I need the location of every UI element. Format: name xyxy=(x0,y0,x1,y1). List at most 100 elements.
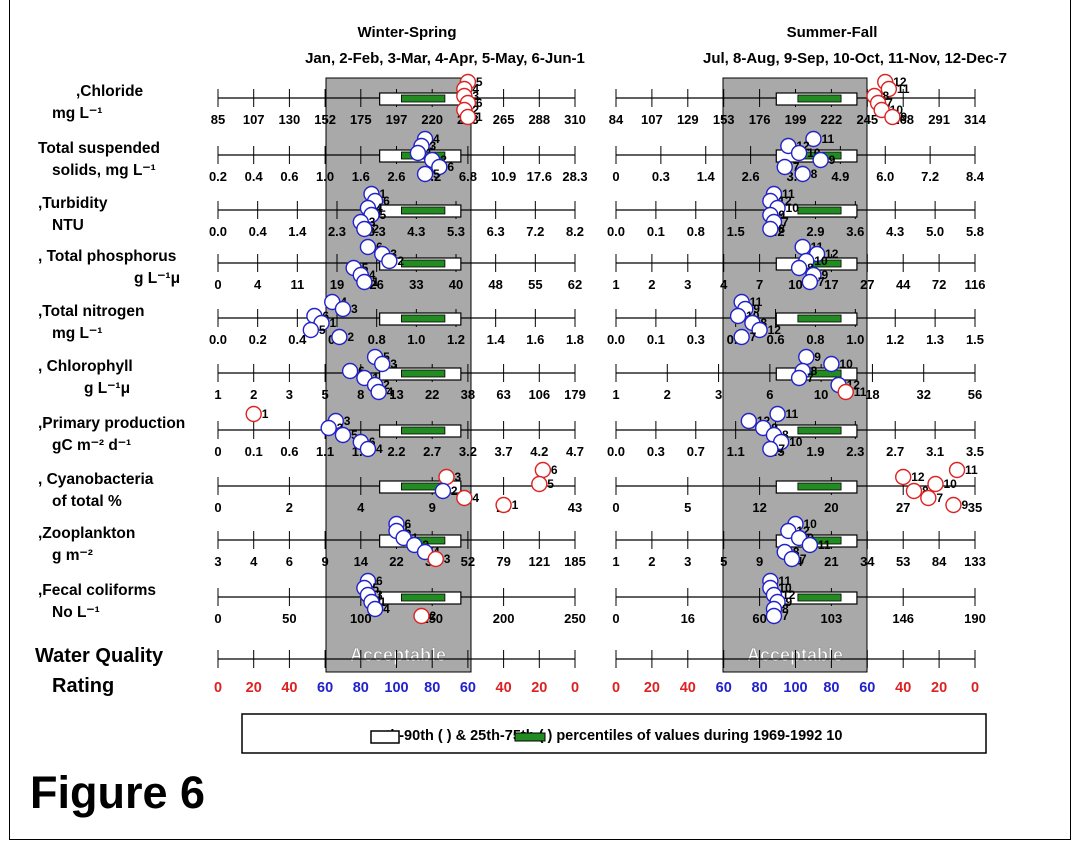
header-right: Summer-Fall Jul, 8-Aug, 9-Sep, 10-Oct, 1… xyxy=(703,24,1007,67)
month-number: 10 xyxy=(778,581,792,595)
month-marker-5 xyxy=(531,475,548,493)
month-number: 8 xyxy=(782,428,789,442)
tick-label: 13 xyxy=(389,387,403,402)
tick-label: 0.6 xyxy=(280,169,298,184)
tick-label: 2 xyxy=(648,277,655,292)
month-marker-7 xyxy=(920,489,937,507)
left-season-title: Winter-Spring xyxy=(357,24,456,41)
tick-label: 9 xyxy=(429,500,436,515)
month-number: 1 xyxy=(330,316,337,330)
tick-label: 16 xyxy=(681,611,695,626)
tick-label: 291 xyxy=(928,112,950,127)
month-number: 7 xyxy=(807,371,814,385)
tick-label: 32 xyxy=(916,387,930,402)
month-marker-9 xyxy=(945,496,962,514)
rating-tick-label: 80 xyxy=(752,680,768,696)
tick-label: 1.6 xyxy=(526,332,544,347)
tick-label: 176 xyxy=(749,112,771,127)
tick-label: 2.2 xyxy=(387,444,405,459)
tick-label: 200 xyxy=(493,611,515,626)
tick-label: 0.0 xyxy=(607,224,625,239)
month-marker-3 xyxy=(334,300,352,318)
month-number: 3 xyxy=(344,414,351,428)
month-marker-2 xyxy=(381,252,398,270)
tick-label: 44 xyxy=(896,277,911,292)
month-marker-11 xyxy=(769,405,786,423)
tick-label: 22 xyxy=(425,387,439,402)
figure-frame xyxy=(9,0,1071,840)
tick-label: 0.1 xyxy=(647,332,665,347)
tick-label: 0.3 xyxy=(652,169,670,184)
tick-label: 56 xyxy=(968,387,982,402)
month-number: 7 xyxy=(936,491,943,505)
tick-label: 220 xyxy=(421,112,443,127)
p25-75-bar xyxy=(400,314,446,323)
month-number: 4 xyxy=(472,491,479,505)
month-number: 3 xyxy=(369,215,376,229)
month-number: 8 xyxy=(882,89,889,103)
month-marker-7 xyxy=(765,607,783,625)
month-marker-11 xyxy=(801,536,819,554)
month-marker-5 xyxy=(302,321,320,339)
row-label-line1: , Chlorophyll xyxy=(38,358,133,375)
month-number: 2 xyxy=(347,330,354,344)
tick-label: 2 xyxy=(250,387,257,402)
month-number: 2 xyxy=(429,609,436,623)
rating-tick-label: 60 xyxy=(460,680,476,696)
month-number: 10 xyxy=(804,517,818,531)
month-number: 10 xyxy=(944,477,958,491)
tick-label: 107 xyxy=(641,112,663,127)
month-number: 12 xyxy=(782,588,796,602)
month-number: 9 xyxy=(900,110,907,124)
month-number: 10 xyxy=(786,201,800,215)
row-label-line1: , Total phosphorus xyxy=(38,248,176,265)
month-number: 5 xyxy=(433,167,440,181)
tick-label: 245 xyxy=(856,112,878,127)
rating-tick-label: 0 xyxy=(971,680,979,696)
tick-label: 9 xyxy=(321,554,328,569)
row-label-line1: ,Chloride xyxy=(76,83,144,100)
tick-label: 103 xyxy=(821,611,843,626)
month-marker-12 xyxy=(740,412,758,430)
month-number: 8 xyxy=(782,602,789,616)
rating-tick-label: 60 xyxy=(859,680,875,696)
tick-label: 3.1 xyxy=(926,444,944,459)
month-number: 7 xyxy=(750,330,757,344)
tick-label: 1.2 xyxy=(886,332,904,347)
month-number: 2 xyxy=(451,484,458,498)
row-label-line1: ,Turbidity xyxy=(38,195,108,212)
tick-label: 53 xyxy=(896,554,910,569)
tick-label: 20 xyxy=(824,500,838,515)
rating-tick-label: 20 xyxy=(531,680,547,696)
tick-label: 107 xyxy=(243,112,265,127)
month-number: 4 xyxy=(376,201,383,215)
month-number: 3 xyxy=(390,357,397,371)
tick-label: 52 xyxy=(461,554,475,569)
month-number: 1 xyxy=(262,407,269,421)
month-number: 12 xyxy=(911,470,925,484)
month-marker-9 xyxy=(884,108,901,126)
tick-label: 10 xyxy=(788,277,802,292)
month-marker-11 xyxy=(837,383,854,401)
month-number: 9 xyxy=(778,208,785,222)
month-marker-1 xyxy=(409,144,427,162)
left-months-legend: Jan, 2-Feb, 3-Mar, 4-Apr, 5-May, 6-Jun-1 xyxy=(305,50,585,67)
rating-tick-label: 60 xyxy=(317,680,333,696)
tick-label: 1.1 xyxy=(316,444,334,459)
tick-label: 2.3 xyxy=(846,444,864,459)
tick-label: 4 xyxy=(357,500,365,515)
month-number: 1 xyxy=(380,595,387,609)
month-number: 4 xyxy=(383,602,390,616)
month-marker-3 xyxy=(374,355,391,373)
tick-label: 1.6 xyxy=(352,169,370,184)
tick-label: 0.6 xyxy=(280,444,298,459)
tick-label: 6.0 xyxy=(876,169,894,184)
month-number: 11 xyxy=(854,385,867,399)
month-number: 10 xyxy=(789,435,803,449)
month-marker-5 xyxy=(416,165,434,183)
tick-label: 0.7 xyxy=(687,444,705,459)
row-label-line2: gC m⁻² d⁻¹ xyxy=(52,437,131,454)
tick-label: 48 xyxy=(488,277,502,292)
